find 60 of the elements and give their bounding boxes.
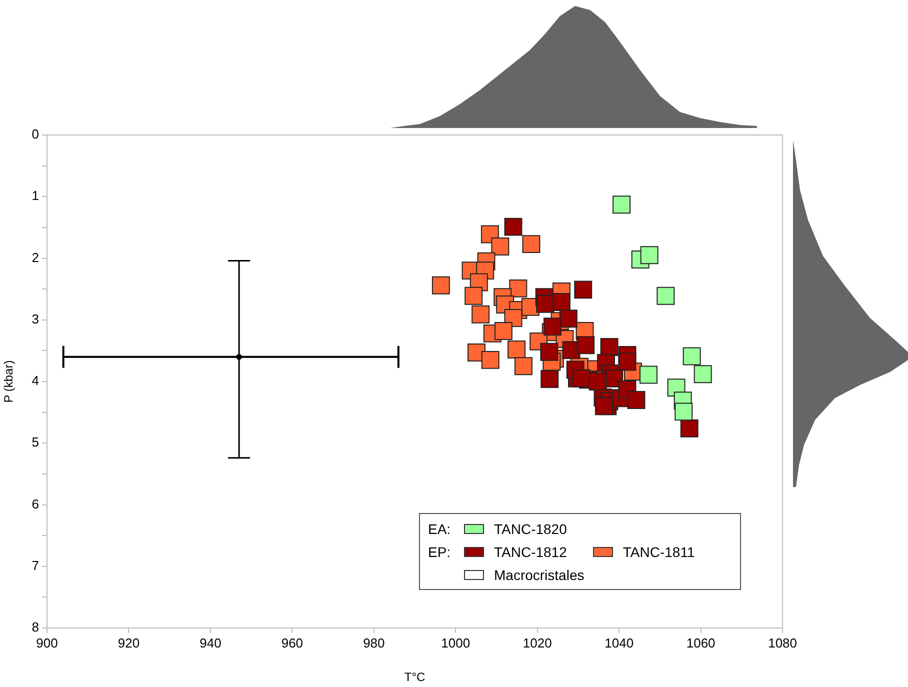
point [572, 369, 590, 388]
x-tick-label: 1040 [604, 635, 634, 650]
point [464, 286, 483, 305]
y-tick-label: 2 [32, 250, 39, 265]
y-tick-label: 3 [32, 311, 39, 326]
point [543, 318, 562, 336]
x-tick-label: 980 [363, 635, 385, 650]
x-tick-label: 1020 [522, 635, 552, 650]
y-tick-label: 6 [32, 496, 39, 512]
point [508, 340, 526, 358]
point [640, 246, 658, 264]
point [576, 336, 595, 354]
legend-label: Macrocristales [494, 566, 584, 582]
x-tick-label: 960 [281, 635, 304, 650]
point [514, 357, 532, 376]
x-axis-title: T°C [404, 670, 426, 684]
point [540, 342, 558, 361]
x-tick-label: 940 [200, 635, 222, 650]
y-tick-label: 5 [32, 434, 39, 450]
point [552, 293, 570, 311]
point [559, 310, 578, 328]
point [618, 352, 636, 371]
y-tick-label: 8 [32, 620, 39, 635]
point [588, 372, 607, 390]
legend-label: TANC-1811 [622, 544, 695, 560]
point [600, 338, 618, 356]
point [682, 347, 701, 366]
point [522, 235, 540, 254]
y-tick-label: 7 [32, 558, 39, 573]
point [472, 305, 490, 324]
point [680, 419, 698, 438]
point [536, 294, 554, 313]
point [504, 218, 522, 236]
y-tick-label: 1 [32, 188, 39, 204]
point [694, 365, 712, 384]
point [509, 279, 528, 298]
point [612, 196, 631, 214]
annotation: EA: [428, 520, 452, 536]
point [432, 276, 450, 294]
point [574, 280, 592, 299]
x-tick-label: 900 [36, 635, 58, 650]
legend-label: TANC-1812 [494, 544, 567, 560]
x-tick-label: 920 [118, 635, 140, 650]
y-tick-label: 0 [32, 126, 39, 142]
x-tick-label: 1060 [686, 635, 716, 650]
point [674, 402, 693, 421]
y-tick-label: 4 [32, 373, 39, 388]
legend-label: TANC-1820 [494, 520, 567, 536]
point [481, 350, 500, 369]
y-axis-title: P (kbar) [2, 360, 16, 403]
point [656, 286, 675, 305]
x-tick-label: 1000 [441, 635, 470, 650]
point [491, 238, 510, 256]
point [594, 397, 613, 416]
annotation: EP: [428, 544, 452, 560]
x-tick-label: 1080 [768, 635, 797, 650]
point [494, 322, 512, 340]
point [540, 370, 559, 388]
point [640, 366, 658, 384]
point [627, 391, 646, 409]
